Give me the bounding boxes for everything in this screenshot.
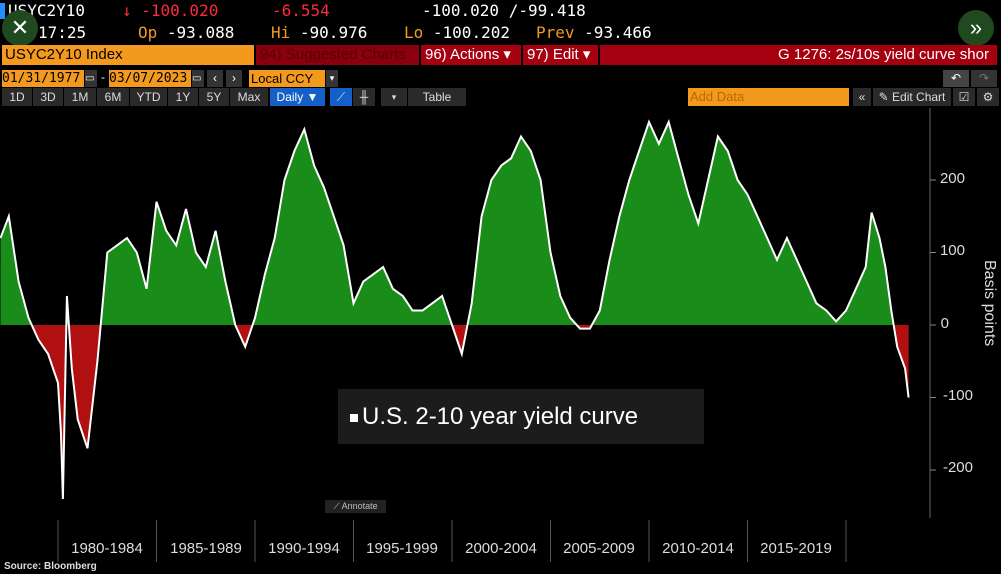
edit-check-icon[interactable]: ☑ — [953, 88, 975, 106]
y-tick-label: 100 — [939, 242, 965, 259]
end-date-field[interactable]: 03/07/2023 — [109, 70, 191, 87]
x-tick-label: 2005-2009 — [563, 540, 635, 557]
suggested-charts-button[interactable]: 94) Suggested Charts — [256, 45, 419, 65]
chart-type-dropdown-icon[interactable]: ▾ — [381, 88, 407, 106]
period-max[interactable]: Max — [230, 88, 268, 106]
x-tick-label: 1985-1989 — [170, 540, 242, 557]
y-axis-label: Basis points — [981, 260, 998, 347]
table-button[interactable]: Table — [408, 88, 466, 106]
low-label: Lo — [404, 23, 424, 42]
open: Op -93.088 — [138, 23, 234, 42]
range: -100.020 /-99.418 — [422, 1, 586, 20]
y-tick-label: 0 — [940, 315, 949, 332]
open-value: -93.088 — [166, 23, 235, 42]
legend: U.S. 2-10 year yield curve — [338, 389, 704, 444]
edit-label: 97) Edit — [527, 46, 579, 63]
x-tick-label: 2010-2014 — [662, 540, 734, 557]
high: Hi -90.976 — [271, 23, 367, 42]
range-high: -99.418 — [518, 1, 586, 20]
period-1y[interactable]: 1Y — [168, 88, 198, 106]
calendar-icon[interactable]: ▭ — [192, 70, 204, 87]
x-tick-label: 1980-1984 — [71, 540, 143, 557]
high-label: Hi — [271, 23, 291, 42]
prev-label: Prev — [536, 23, 575, 42]
low: Lo -100.202 — [404, 23, 510, 42]
close-icon[interactable]: ✕ — [2, 10, 38, 46]
actions-label: 96) Actions — [425, 46, 500, 63]
line-chart-icon[interactable]: ⟋ — [330, 88, 352, 106]
ticker-marker — [0, 3, 5, 19]
edit-chart-button[interactable]: ✎ Edit Chart — [873, 88, 951, 106]
prev-value: -93.466 — [584, 23, 652, 42]
y-tick-label: -100 — [942, 387, 973, 404]
period-1d[interactable]: 1D — [2, 88, 32, 106]
x-tick-label: 2015-2019 — [760, 540, 832, 557]
prev: Prev -93.466 — [536, 23, 652, 42]
annotate-label: Annotate — [341, 501, 378, 511]
actions-button[interactable]: 96) Actions ▾ — [421, 45, 521, 65]
negative-area — [0, 325, 909, 499]
series-line — [0, 119, 910, 500]
high-value: -90.976 — [299, 23, 368, 42]
legend-swatch — [350, 413, 358, 422]
legend-label: U.S. 2-10 year yield curve — [362, 403, 639, 430]
period-ytd[interactable]: YTD — [130, 88, 167, 106]
redo-button[interactable]: ↷ — [971, 70, 997, 87]
y-tick-label: -200 — [942, 459, 973, 476]
x-tick-label: 1995-1999 — [366, 540, 438, 557]
last-price: ↓ -100.020 — [122, 1, 219, 20]
low-value: -100.202 — [432, 23, 510, 42]
frequency-label: Daily — [276, 90, 304, 104]
gear-icon[interactable]: ⚙ — [977, 88, 999, 106]
open-label: Op — [138, 23, 158, 42]
next-period-button[interactable]: › — [226, 70, 242, 87]
collapse-icon[interactable]: « — [853, 88, 871, 106]
x-tick-label: 1990-1994 — [268, 540, 340, 557]
date-separator: - — [101, 70, 105, 84]
edit-chart-label: Edit Chart — [892, 90, 946, 104]
annotate-button[interactable]: ⟋ Annotate — [325, 500, 386, 513]
net-change: -6.554 — [272, 1, 330, 20]
time: 17:25 — [38, 23, 87, 42]
security-field[interactable]: USYC2Y10 Index — [2, 45, 254, 65]
undo-button[interactable]: ↶ — [943, 70, 969, 87]
chart-title-bar: G 1276: 2s/10s yield curve shor — [600, 45, 997, 65]
period-6m[interactable]: 6M — [97, 88, 129, 106]
currency-dropdown-icon[interactable]: ▾ — [326, 70, 338, 87]
y-tick-label: 200 — [939, 170, 965, 187]
edit-button[interactable]: 97) Edit ▾ — [523, 45, 598, 65]
expand-chevron-icon[interactable]: » — [958, 10, 994, 46]
source-note: Source: Bloomberg — [4, 561, 97, 572]
period-1m[interactable]: 1M — [64, 88, 96, 106]
start-date-field[interactable]: 01/31/1977 — [2, 70, 84, 87]
range-low: -100.020 — [422, 1, 500, 20]
currency-select[interactable]: Local CCY — [249, 70, 325, 87]
frequency-select[interactable]: Daily ▼ — [270, 88, 325, 106]
add-data-input[interactable]: Add Data — [688, 88, 849, 106]
last-value: -100.020 — [141, 1, 219, 20]
previous-period-button[interactable]: ‹ — [207, 70, 223, 87]
x-tick-label: 2000-2004 — [465, 540, 537, 557]
calendar-icon[interactable]: ▭ — [85, 70, 97, 87]
period-5y[interactable]: 5Y — [199, 88, 229, 106]
period-3d[interactable]: 3D — [33, 88, 63, 106]
bar-chart-icon[interactable]: ╫ — [353, 88, 375, 106]
